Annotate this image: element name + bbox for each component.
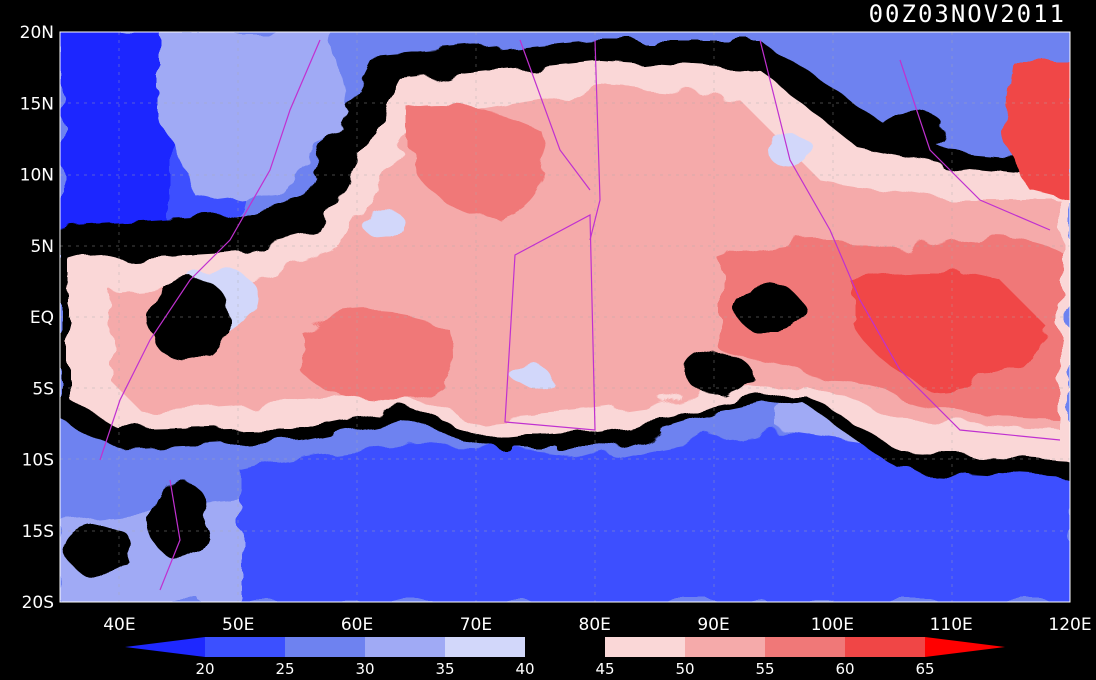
lon-axis: 40E 50E 60E 70E 80E 90E 100E 110E 120E [103, 615, 1091, 635]
lon-tick-label: 80E [579, 615, 611, 635]
colorbar: 20 25 30 35 40 45 50 55 60 65 [125, 637, 1005, 678]
colorbar-min-arrow [125, 637, 205, 657]
colorbar-level-label: 20 [195, 660, 214, 678]
lon-tick-label: 100E [811, 615, 854, 635]
colorbar-swatch [285, 637, 365, 657]
lon-tick-label: 90E [697, 615, 729, 635]
lat-tick-label: 10S [22, 451, 54, 471]
lon-tick-label: 50E [222, 615, 254, 635]
lat-tick-label: 15N [20, 94, 54, 114]
lon-tick-label: 70E [460, 615, 492, 635]
lat-axis: 20N 15N 10N 5N EQ 5S 10S 15S 20S [20, 23, 54, 613]
lat-tick-label: 10N [20, 166, 54, 186]
colorbar-swatch [685, 637, 765, 657]
coastlines [99, 39, 1061, 591]
lat-tick-label: 5N [30, 237, 54, 257]
lat-tick-label: 15S [22, 522, 54, 542]
lon-tick-label: 110E [930, 615, 973, 635]
colorbar-swatch [445, 637, 525, 657]
colorbar-level-label: 25 [275, 660, 294, 678]
colorbar-swatch [205, 637, 285, 657]
colorbar-level-label: 35 [435, 660, 454, 678]
colorbar-swatch [525, 637, 605, 657]
lon-tick-label: 120E [1048, 615, 1091, 635]
domain-box [504, 214, 596, 431]
colorbar-swatch [605, 637, 685, 657]
lat-tick-label: 20S [22, 593, 54, 613]
colorbar-level-label: 30 [355, 660, 374, 678]
lat-tick-label: EQ [30, 308, 54, 328]
colorbar-swatch [365, 637, 445, 657]
colorbar-max-arrow [925, 637, 1005, 657]
colorbar-level-label: 50 [675, 660, 694, 678]
colorbar-level-label: 60 [835, 660, 854, 678]
colorbar-level-label: 40 [515, 660, 534, 678]
timestamp-label: 00Z03NOV2011 [869, 0, 1066, 28]
lon-tick-label: 60E [341, 615, 373, 635]
colorbar-level-label: 45 [595, 660, 614, 678]
colorbar-swatch [765, 637, 845, 657]
colorbar-level-label: 55 [755, 660, 774, 678]
map-border [59, 31, 1071, 603]
lat-tick-label: 5S [32, 379, 54, 399]
map-field [60, 32, 1070, 602]
colorbar-level-label: 65 [915, 660, 934, 678]
gridlines [60, 32, 1070, 602]
lat-tick-label: 20N [20, 23, 54, 43]
lon-tick-label: 40E [103, 615, 135, 635]
colorbar-swatch [845, 637, 925, 657]
contour-shapes [60, 32, 1070, 602]
